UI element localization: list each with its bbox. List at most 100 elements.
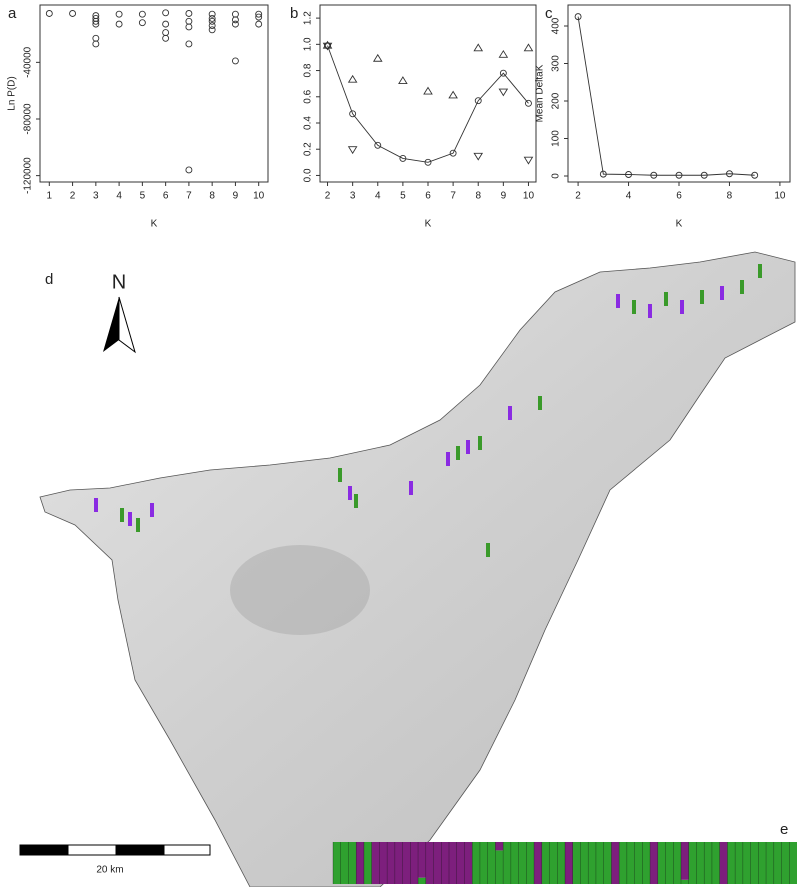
y-axis-label: Ln P(D): [7, 76, 18, 110]
x-tick-label: 10: [523, 191, 535, 202]
y-tick-label: -120000: [23, 157, 34, 194]
bar-segment: [727, 842, 735, 884]
scale-label: 20 km: [96, 865, 123, 876]
point: [232, 21, 238, 27]
point: [93, 35, 99, 41]
bar-segment: [588, 842, 596, 884]
bar-segment: [449, 842, 457, 884]
bar-segment: [681, 842, 689, 880]
bar-segment: [666, 842, 674, 884]
bar-segment: [418, 842, 426, 878]
x-tick-label: 1: [47, 191, 53, 202]
bar-segment: [650, 842, 658, 884]
y-tick-label: 1.2: [303, 11, 314, 25]
x-tick-label: 9: [233, 191, 239, 202]
plot-frame: [40, 5, 268, 182]
panel-label: a: [8, 5, 17, 22]
point: [449, 91, 457, 98]
x-tick-label: 6: [163, 191, 169, 202]
bar-segment: [627, 842, 635, 884]
x-tick-label: 10: [774, 191, 786, 202]
point: [186, 10, 192, 16]
bar-segment: [542, 842, 550, 884]
scale-bar: [20, 845, 210, 855]
y-tick-label: 0.4: [303, 116, 314, 130]
x-tick-label: 4: [116, 191, 122, 202]
bar-segment: [565, 842, 573, 884]
north-arrow: [119, 297, 135, 352]
north-label: N: [112, 271, 126, 293]
point: [232, 11, 238, 17]
x-tick-label: 5: [140, 191, 146, 202]
bar-segment: [573, 842, 581, 884]
y-tick-label: 0.6: [303, 89, 314, 103]
y-tick-label: 0: [551, 173, 562, 179]
bar-segment: [403, 842, 411, 884]
bar-segment: [689, 842, 697, 884]
bar-segment: [426, 842, 434, 884]
bar-segment: [720, 842, 728, 884]
point: [46, 10, 52, 16]
plot-frame: [320, 5, 536, 182]
point: [256, 21, 262, 27]
y-tick-label: 300: [551, 55, 562, 72]
x-tick-label: 2: [70, 191, 76, 202]
bar-segment: [395, 842, 403, 884]
bar-segment: [387, 842, 395, 884]
point: [186, 41, 192, 47]
bar-segment: [511, 842, 519, 884]
x-tick-label: 6: [425, 191, 431, 202]
bar-segment: [681, 880, 689, 884]
x-tick-label: 3: [93, 191, 99, 202]
bar-segment: [743, 842, 751, 884]
bar-segment: [580, 842, 588, 884]
x-tick-label: 7: [186, 191, 192, 202]
figure: d N 20 km a12345678910-120000-80000-4000…: [0, 0, 797, 887]
bar-segment: [604, 842, 612, 884]
x-tick-label: 6: [676, 191, 682, 202]
y-axis-label: Mean DeltaK: [535, 64, 546, 122]
bar-segment: [673, 842, 681, 884]
bar-segment: [751, 842, 759, 884]
x-tick-label: 3: [350, 191, 356, 202]
x-axis-label: K: [676, 219, 683, 230]
point: [424, 88, 432, 95]
bar-segment: [766, 842, 774, 884]
x-tick-label: 8: [209, 191, 215, 202]
x-axis-label: K: [151, 219, 158, 230]
point: [163, 35, 169, 41]
bar-segment: [519, 842, 527, 884]
y-tick-label: 100: [551, 130, 562, 147]
bar-segment: [464, 842, 472, 884]
bar-segment: [480, 842, 488, 884]
point: [116, 11, 122, 17]
bar-segment: [410, 842, 418, 884]
bar-segment: [364, 842, 372, 884]
point: [524, 44, 532, 51]
y-tick-label: 1.0: [303, 37, 314, 51]
bar-segment: [782, 842, 790, 884]
point: [163, 30, 169, 36]
north-arrow: [103, 297, 119, 352]
bar-segment: [774, 842, 782, 884]
bar-segment: [356, 842, 364, 884]
point: [474, 44, 482, 51]
bar-segment: [789, 842, 797, 884]
point: [499, 51, 507, 58]
bar-segment: [341, 842, 349, 884]
y-tick-label: 0.2: [303, 142, 314, 156]
crater: [230, 545, 370, 635]
island: [40, 252, 795, 887]
y-tick-label: 400: [551, 17, 562, 34]
point: [209, 27, 215, 33]
point: [186, 167, 192, 173]
point: [139, 20, 145, 26]
bar-segment: [712, 842, 720, 884]
x-tick-label: 5: [400, 191, 406, 202]
series-line: [328, 46, 529, 163]
bar-segment: [434, 842, 442, 884]
x-tick-label: 2: [325, 191, 331, 202]
bar-segment: [372, 842, 380, 884]
bar-segment: [379, 842, 387, 884]
bar-segment: [333, 842, 341, 884]
